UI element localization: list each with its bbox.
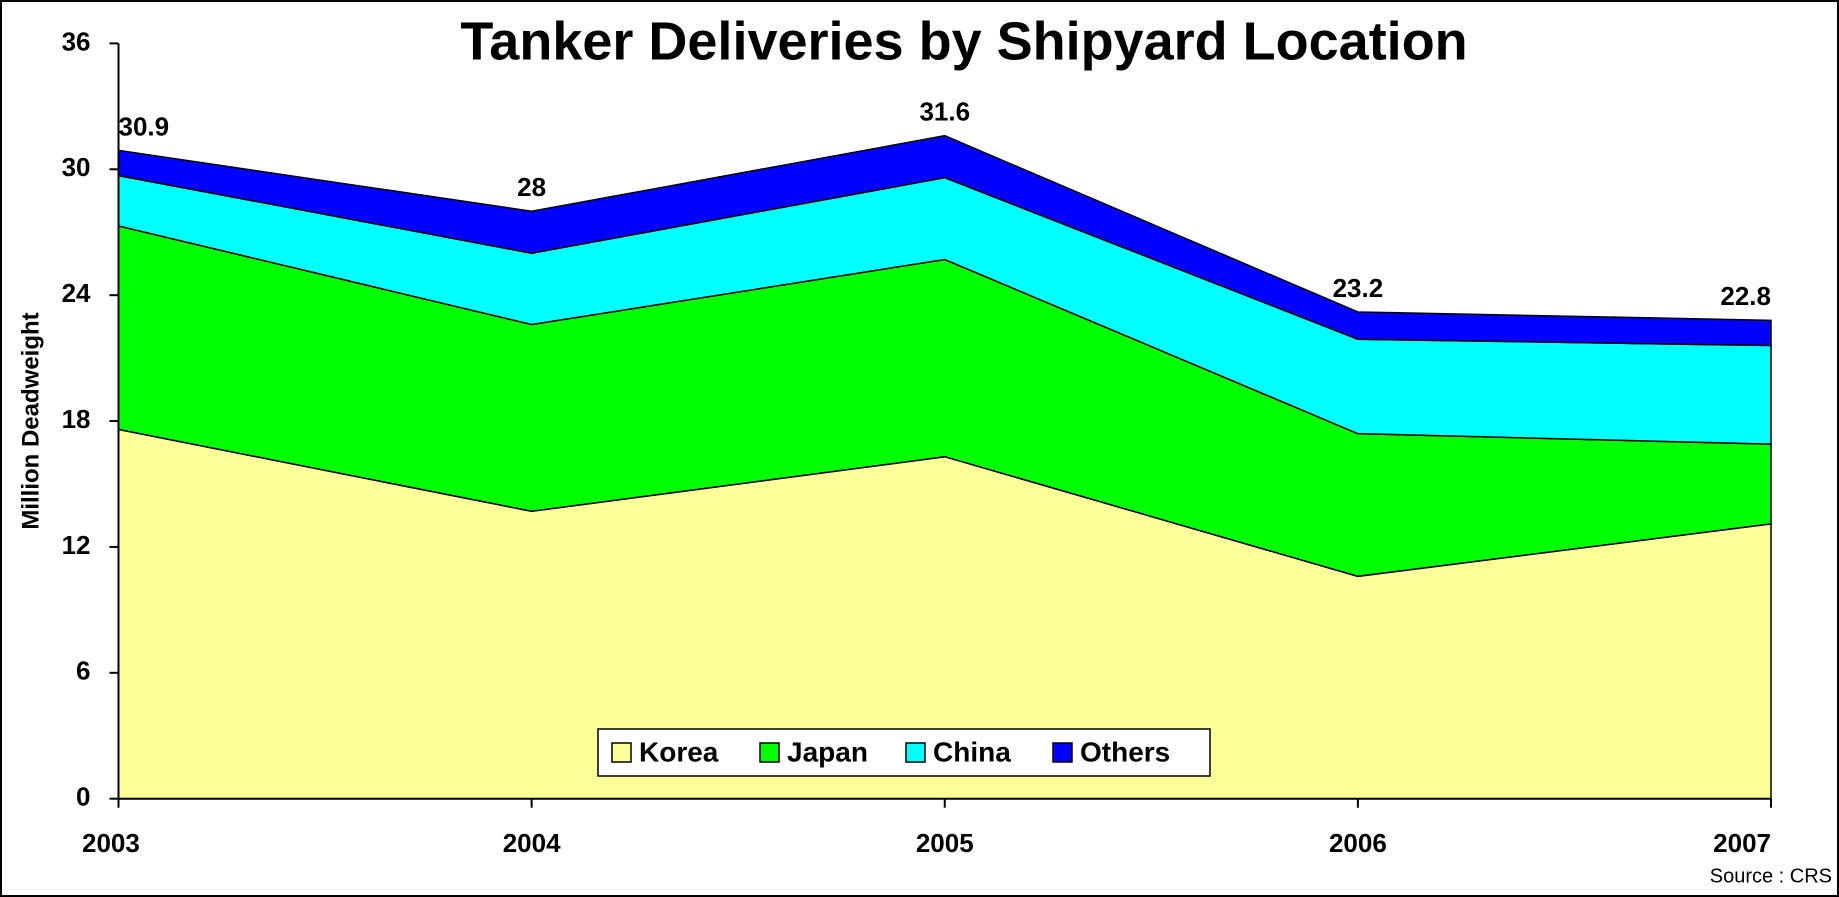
y-tick-label: 0 (76, 782, 90, 812)
y-tick-label: 24 (62, 278, 91, 308)
total-label: 22.8 (1720, 281, 1771, 311)
legend-swatch (905, 742, 926, 763)
plot-area (117, 134, 1772, 800)
legend-swatch (759, 742, 780, 763)
total-label: 23.2 (1333, 273, 1384, 303)
x-tick-label: 2003 (82, 828, 140, 858)
legend-label: China (933, 736, 1011, 767)
source-note: Source : CRS (1710, 865, 1832, 887)
y-tick-label: 30 (62, 152, 91, 182)
total-label: 28 (517, 172, 546, 202)
legend-box (597, 728, 1211, 777)
y-tick-label: 18 (62, 404, 91, 434)
area (117, 134, 1772, 347)
legend-label: Japan (787, 736, 868, 767)
x-tick-label: 2004 (503, 828, 561, 858)
y-tick-label: 6 (76, 656, 90, 686)
chart-title: Tanker Deliveries by Shipyard Location (460, 11, 1467, 71)
legend-label: Others (1080, 736, 1170, 767)
legend-swatch (1052, 742, 1073, 763)
legend: Korea Japan China Others (597, 728, 1211, 777)
y-tick-label: 12 (62, 530, 91, 560)
legend-swatch (611, 742, 632, 763)
total-label: 31.6 (919, 97, 970, 127)
y-tick-label: 36 (62, 26, 91, 56)
total-label: 30.9 (119, 111, 170, 141)
y-axis-label: Million Deadweight (17, 312, 44, 529)
x-tick-label: 2005 (916, 828, 974, 858)
legend-label: Korea (639, 736, 719, 767)
x-tick-label: 2007 (1713, 828, 1771, 858)
x-tick-label: 2006 (1329, 828, 1387, 858)
